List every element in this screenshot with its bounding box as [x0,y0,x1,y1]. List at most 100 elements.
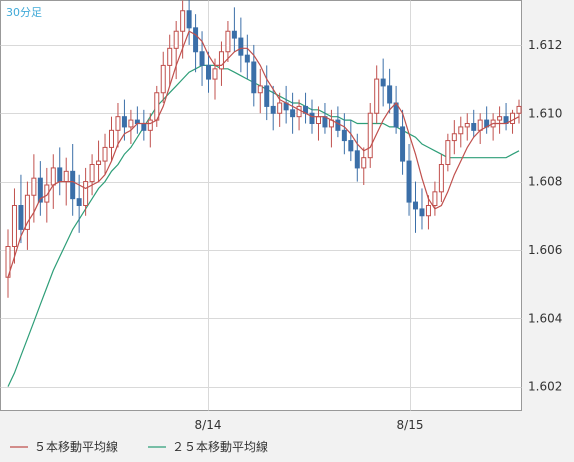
candle-body [458,126,464,135]
candle [425,195,431,230]
candle [173,21,179,80]
candle-body [238,37,244,56]
candle-body [89,164,95,183]
candle-body [108,129,114,148]
candle-body [374,78,380,114]
candle [290,92,296,134]
candle [458,116,464,148]
candle-body [290,109,296,118]
ma25-series [7,64,520,387]
candle-body [464,123,470,128]
candle-body [160,64,166,94]
candle [438,154,444,203]
candle [296,99,302,131]
candle-body [296,105,302,118]
candle [406,144,412,216]
candle-body [31,177,37,196]
candle-body [186,10,192,29]
candle-body [419,208,425,217]
candle-body [322,116,328,128]
candle-body [445,140,451,165]
candle [445,133,451,172]
candle [238,17,244,73]
candle [432,181,438,216]
ma25-line [7,64,520,387]
legend-label-ma25: ２５本移動平均線 [172,439,268,454]
candle [231,7,237,52]
candle-body [497,116,503,121]
candle-body [18,205,24,230]
candle-body [128,119,134,128]
legend-label-ma5: ５本移動平均線 [34,439,118,454]
candle-body [37,177,43,203]
candle-body [147,119,153,131]
candle [341,113,347,155]
candle [128,109,134,144]
y-tick-label: 1.604 [528,311,562,325]
candle-body [406,160,412,203]
candle-body [44,184,50,203]
candle-body [244,54,250,63]
y-tick-label: 1.608 [528,175,562,189]
candle [115,103,121,148]
candle-body [231,30,237,39]
candle [497,106,503,134]
candle [193,14,199,73]
candle-body [471,123,477,131]
candle [361,147,367,185]
candle [102,133,108,175]
candle-body [141,123,147,131]
candle [147,113,153,148]
candle-body [50,167,56,186]
candle-body [335,119,341,131]
candle [387,68,393,114]
candle [464,113,470,141]
candle-body [367,112,373,159]
candle [167,34,173,86]
candle-body [348,140,354,152]
x-tick-label: 8/14 [195,418,222,432]
candle [24,181,30,250]
candle-body [477,119,483,131]
candle-body [212,68,218,80]
candle-body [206,64,212,80]
grid-lines [0,0,522,411]
candle-body [341,129,347,142]
candle [244,34,250,80]
candle-body [24,194,30,230]
candle-body [63,170,69,183]
candle [471,109,477,138]
candle-body [193,27,199,53]
candle-body [309,112,315,124]
candle [367,103,373,168]
candle-body [180,10,186,32]
candle [11,188,17,264]
candle-body [70,170,76,200]
candle-body [199,51,205,66]
candle-body [387,85,393,104]
candle [37,161,43,216]
candle [218,41,224,86]
candle [413,181,419,233]
candle-body [270,105,276,114]
candle-body [102,146,108,162]
candle [199,31,205,86]
candle-body [173,30,179,49]
candle-body [413,201,419,210]
candle-body [354,150,360,169]
candle-body [516,105,522,114]
candle [18,174,24,244]
y-tick-label: 1.612 [528,38,562,52]
candle-body [218,51,224,70]
candle-body [438,164,444,193]
candle-body [432,191,438,206]
legend: ５本移動平均線 ２５本移動平均線 [10,439,268,454]
candle-body [277,102,283,114]
ma5-series [7,30,520,278]
candle [400,109,406,175]
candle [206,51,212,93]
candle-body [76,198,82,207]
candle [374,65,380,124]
candle-body [225,30,231,53]
